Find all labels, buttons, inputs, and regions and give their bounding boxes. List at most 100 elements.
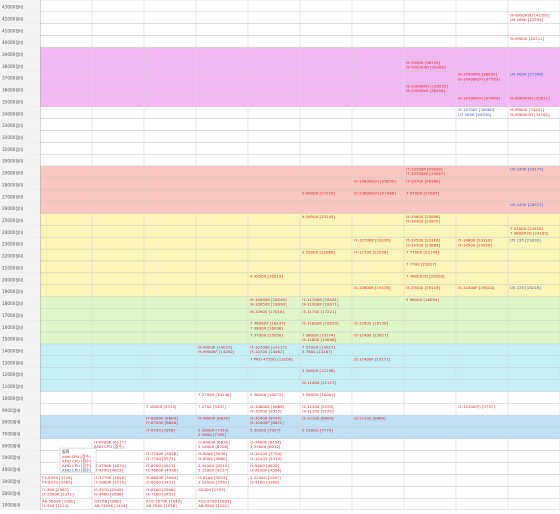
cpu-entry-label: i5-12600K [19135] [354,285,391,290]
cpu-entry-label: i3-11300 [9530] [302,404,334,409]
y-label-cell [0,403,40,416]
cpu-entry-label: 5 3500X [7027] [250,427,281,432]
cpu-entry-label: 7 2700X [10148] [198,392,231,397]
cpu-entry-label: 5 9600X [18054] [406,297,439,302]
y-label-cell [0,462,40,475]
cpu-entry-label: 5 1600X [6706] [198,444,229,449]
y-tick-label: 42000점대 [2,15,23,22]
y-label-cell [0,106,40,119]
cpu-entry-label: FX-8350 [3726] [42,475,73,480]
cpu-entry-label: i5-11600 [15006] [302,337,336,342]
y-label-cell [0,391,40,404]
y-tick-label: 35000점대 [2,98,23,105]
y-label-cell [0,355,40,368]
cpu-entry-label: 7 3800XT [16147] [250,321,286,326]
y-label-cell [0,83,40,95]
cpu-entry-label: i5-9400 [4620] [250,463,280,468]
cpu-entry-label: i5-6500 [3431] [146,480,176,485]
cpu-entry-label: 5 3400G [4513] [198,463,229,468]
y-label-cell [0,225,40,238]
cpu-entry-label: U7 265K [34330] [458,112,492,117]
y-tick-label: 32000점대 [2,134,23,141]
cpu-entry-label: i3-14100(F) [9737] [458,404,495,409]
y-label-cell [0,426,40,439]
cpu-entry-label: i3-11100 [9130] [302,408,334,413]
y-label-cell [0,438,40,451]
cpu-entry-label: i5-6600K [3984] [146,475,178,480]
cpu-entry-label: i5-12600 [16130] [354,321,388,326]
y-label-cell [0,130,40,143]
cpu-entry-label: A6-7400K [1414] [94,503,128,508]
y-tick-label: 41000점대 [2,27,23,34]
y-tick-label: 24000점대 [2,229,23,236]
cpu-entry-label: i9-9900X3D [35611] [510,95,550,100]
cpu-entry-label: A8-7600 [1556] [146,503,177,508]
cpu-entry-label: 9 5950X [25145] [302,214,335,219]
y-label-cell [0,284,40,297]
cpu-entry-label: i5-12400 [15027] [354,333,388,338]
y-tick-label: 27000점대 [2,193,23,200]
cpu-entry-label: i3-10100 [5750] [250,451,282,456]
cpu-entry-label: i9-9900K [14029] [198,344,233,349]
cpu-entry-label: i7-6700 [4517] [146,463,176,468]
legend-box [59,447,97,473]
cpu-entry-label: i5-14600 [23118] [458,238,492,243]
y-label-cell [0,249,40,261]
cpu-entry-label: G5400 [2193] [198,487,226,492]
y-tick-label: 15000점대 [2,336,23,343]
y-label-cell [0,237,40,250]
y-label-cell [0,367,40,380]
legend-item: Intel CPU [점수] [62,454,91,459]
cpu-entry-label: i5-11600K [16093] [302,321,339,326]
cpu-entry-label: 7 5800X [15174] [302,333,335,338]
cpu-entry-label: 7 7700X [22145] [406,250,439,255]
cpu-entry-label: i7-11700 [17221] [302,309,336,314]
y-tick-label: 37000점대 [2,75,23,82]
cpu-entry-label: i7-10700 [14062] [250,349,284,354]
cpu-entry-label: i3-9100 [3300] [250,480,280,485]
y-tick-label: 3000점대 [2,478,21,485]
y-label-cell [0,379,40,392]
y-label-cell [0,166,40,178]
y-label-cell [0,35,40,48]
y-label-cell [0,415,40,427]
y-label-cell [0,332,40,344]
cpu-entry-label: 3 5300G [7779] [302,427,333,432]
y-label-cell [0,118,40,131]
cpu-entry-label: 3 2200G [3567] [250,475,281,480]
legend-item: AMD CPU [점수] [62,467,91,472]
cpu-entry-label: U9 285K [42595] [510,17,544,22]
y-tick-label: 13000점대 [2,359,23,366]
y-tick-label: 31000점대 [2,146,23,153]
cpu-entry-label: i5-8500 [5660] [198,456,228,461]
cpu-entry-label: i5-14500 [23085] [406,242,440,247]
y-tick-label: 39000점대 [2,51,23,58]
y-tick-label: 26000점대 [2,205,23,212]
cpu-entry-label: i5-7600K [4416] [146,468,178,473]
cpu-entry-label: A10-9700 [1882] [198,499,232,504]
y-tick-label: 9000점대 [2,407,21,414]
y-label-cell [0,474,40,487]
y-tick-label: 16000점대 [2,324,23,331]
cpu-entry-label: i7-7700 [5573] [146,456,176,461]
y-tick-label: 36000점대 [2,87,23,94]
y-tick-label: 10000점대 [2,395,23,402]
cpu-entry-label: 7 7800X3D [20020] [406,273,445,278]
cpu-entry-label: i5-10500 [9325] [250,408,282,413]
cpu-entry-label: 7 PRO 4750G [13208] [250,356,293,361]
cpu-entry-label: i5-14400 [24975] [406,219,440,224]
y-tick-label: 1000점대 [2,502,21,509]
cpu-entry-label: i7-12700K [23195] [354,238,391,243]
cpu-entry-label: 7 1800X [9314] [146,404,177,409]
cpu-entry-label: i9-9900KF [14092] [198,349,235,354]
cpu-entry-label: i5-14400F [19010] [458,285,495,290]
cpu-entry-label: i7-13700K [29030] [406,167,443,172]
cpu-entry-label: i9-11900K [18071] [302,302,339,307]
y-tick-label: 18000점대 [2,300,23,307]
y-label-cell [0,177,40,190]
cpu-entry-label: 3 3300X [6012] [250,444,281,449]
y-tick-label: 12000점대 [2,371,23,378]
cpu-entry-label: 7 2700 [9337] [198,404,226,409]
cpu-entry-label: i9-13900KS [36258] [406,88,445,93]
